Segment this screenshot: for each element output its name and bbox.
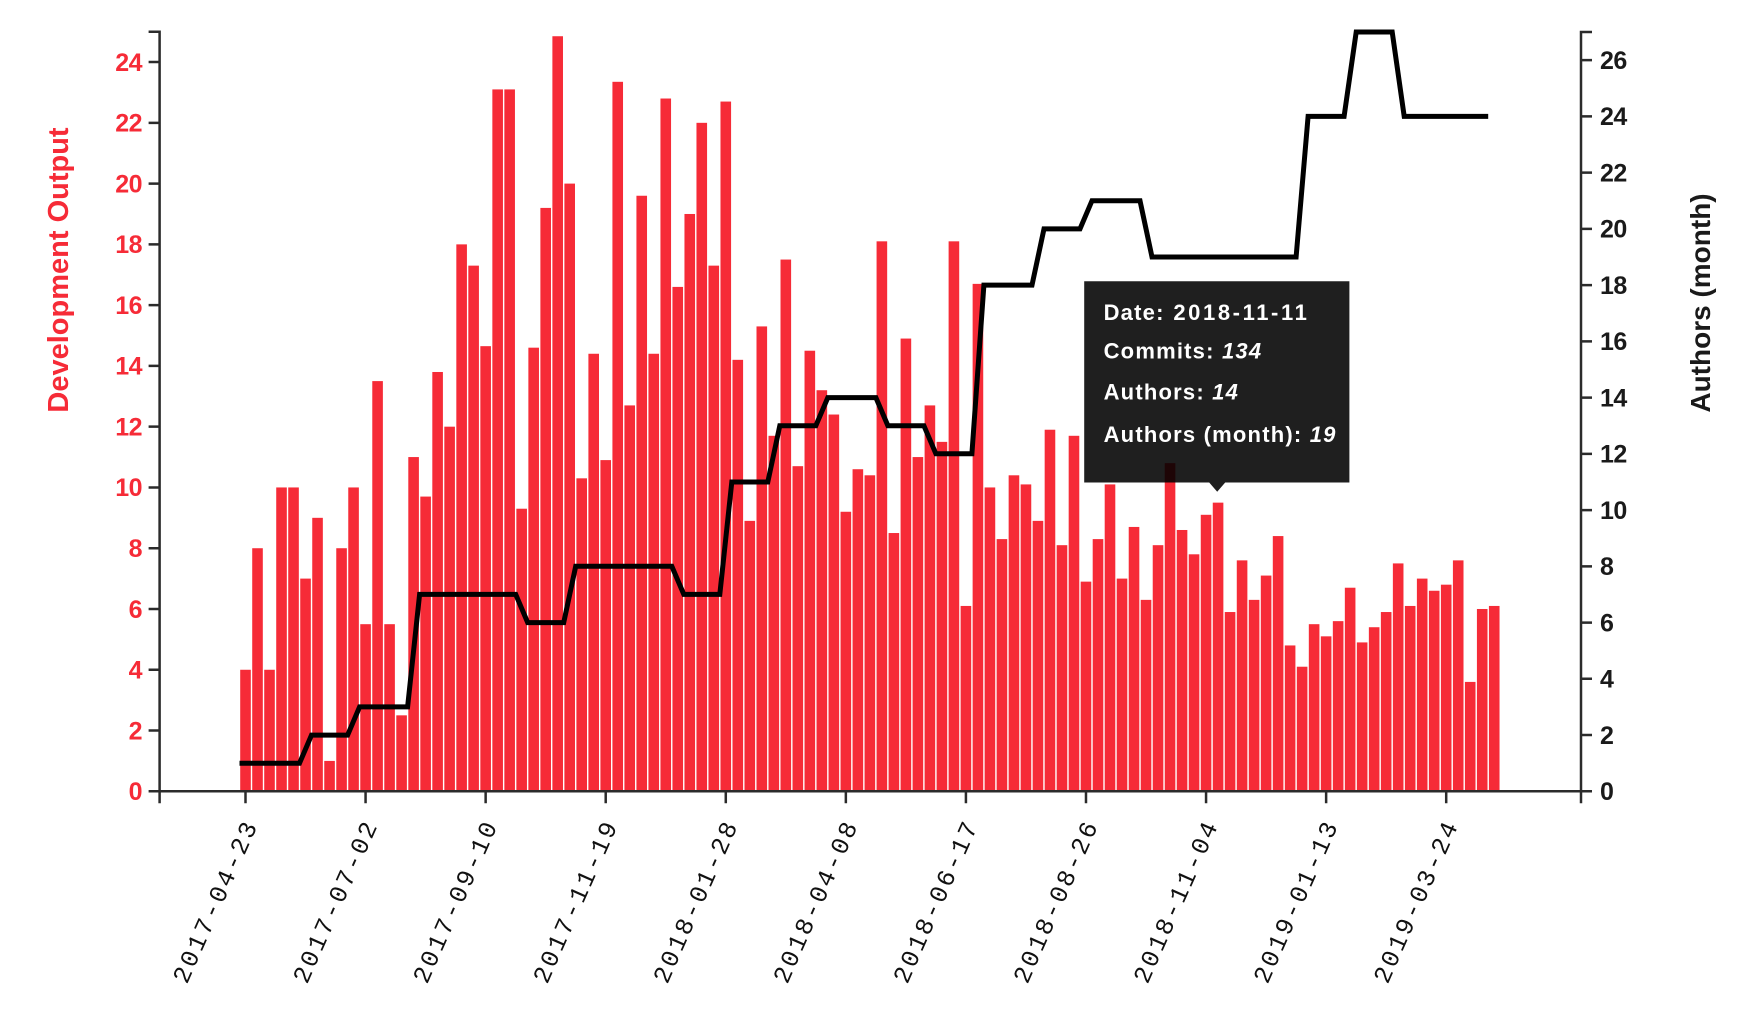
svg-text:2: 2 — [129, 717, 142, 745]
svg-text:22: 22 — [115, 110, 142, 138]
svg-text:24: 24 — [115, 49, 142, 77]
svg-text:Date: 2018-11-11: Date: 2018-11-11 — [1104, 300, 1310, 325]
svg-text:Authors (month): 19: Authors (month): 19 — [1104, 422, 1337, 447]
svg-text:14: 14 — [115, 353, 142, 381]
svg-text:Authors (month): Authors (month) — [1685, 193, 1716, 412]
svg-text:Commits: 134: Commits: 134 — [1104, 339, 1263, 364]
svg-text:8: 8 — [129, 535, 143, 563]
svg-text:0: 0 — [129, 778, 142, 806]
svg-text:20: 20 — [1600, 216, 1627, 244]
svg-text:26: 26 — [1600, 47, 1627, 75]
svg-text:10: 10 — [1600, 497, 1627, 525]
svg-text:6: 6 — [1600, 609, 1613, 637]
svg-text:8: 8 — [1600, 553, 1614, 581]
svg-text:16: 16 — [1600, 328, 1627, 356]
svg-text:6: 6 — [129, 596, 142, 624]
svg-text:4: 4 — [1600, 666, 1614, 694]
svg-text:18: 18 — [115, 231, 142, 259]
svg-text:0: 0 — [1600, 778, 1613, 806]
svg-text:24: 24 — [1600, 103, 1627, 131]
svg-text:12: 12 — [115, 414, 142, 442]
svg-text:12: 12 — [1600, 441, 1627, 469]
svg-text:22: 22 — [1600, 159, 1627, 187]
svg-text:14: 14 — [1600, 384, 1627, 412]
svg-text:4: 4 — [129, 657, 143, 685]
svg-text:Authors: 14: Authors: 14 — [1104, 380, 1239, 405]
svg-text:16: 16 — [115, 292, 142, 320]
svg-text:10: 10 — [115, 474, 142, 502]
svg-text:18: 18 — [1600, 272, 1627, 300]
svg-text:Development Output: Development Output — [43, 127, 75, 413]
svg-text:20: 20 — [115, 170, 142, 198]
svg-text:2: 2 — [1600, 722, 1613, 750]
